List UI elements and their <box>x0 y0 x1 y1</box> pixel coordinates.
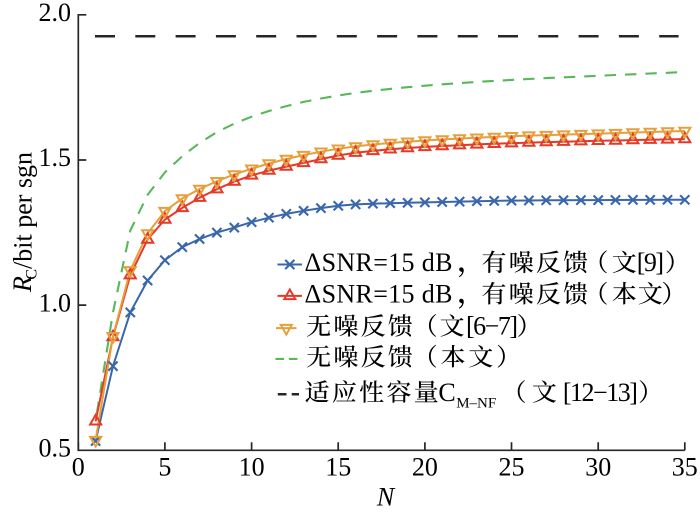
svg-text:0: 0 <box>72 453 85 482</box>
svg-text:N: N <box>376 483 396 512</box>
svg-text:[12−13]: [12−13] <box>563 378 636 407</box>
svg-text:ΔSNR=15 dB: ΔSNR=15 dB <box>305 280 453 309</box>
svg-text:25: 25 <box>499 453 525 482</box>
svg-text:2.0: 2.0 <box>39 0 72 27</box>
svg-text:10: 10 <box>239 453 265 482</box>
svg-text:5: 5 <box>158 453 171 482</box>
svg-text:[9]: [9] <box>637 248 663 277</box>
svg-text:1.5: 1.5 <box>39 143 72 172</box>
svg-text:20: 20 <box>412 453 438 482</box>
svg-text:[6−7]: [6−7] <box>466 312 516 341</box>
svg-text:M–NF: M–NF <box>456 395 496 411</box>
svg-text:0.5: 0.5 <box>39 434 72 463</box>
svg-text:15: 15 <box>325 453 351 482</box>
svg-text:30: 30 <box>585 453 611 482</box>
svg-text:35: 35 <box>672 453 698 482</box>
svg-text:C: C <box>438 378 455 407</box>
svg-text:1.0: 1.0 <box>39 288 72 317</box>
svg-text:RC/bit per sgn: RC/bit per sgn <box>8 152 41 293</box>
svg-text:ΔSNR=15 dB: ΔSNR=15 dB <box>305 248 453 277</box>
